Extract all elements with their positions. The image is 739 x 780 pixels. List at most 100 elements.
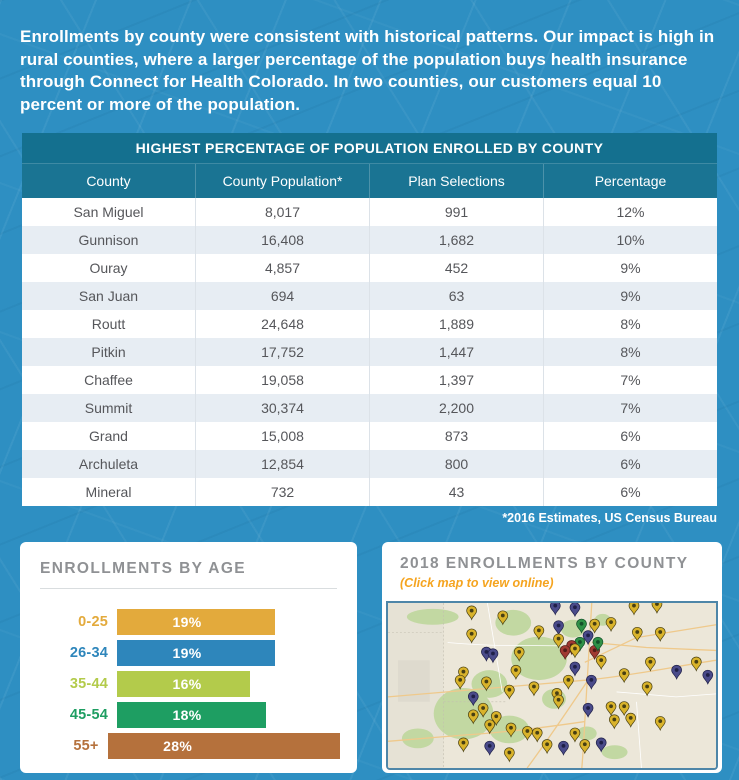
map-pin — [595, 737, 607, 753]
table-cell: Pitkin — [91, 344, 126, 360]
map-pin — [582, 702, 594, 718]
table-row: Mineral 732 43 6% — [22, 478, 717, 506]
age-chart-row: 26-34 19% — [40, 640, 340, 666]
age-bar-track: 18% — [117, 702, 340, 728]
map-pin — [477, 702, 489, 718]
table-cell: 30,374 — [195, 394, 369, 422]
map-pin — [654, 626, 666, 643]
table-cell: 6% — [543, 450, 717, 478]
map-pin — [654, 716, 666, 732]
column-header: County — [86, 173, 131, 189]
table-cell: 10% — [543, 226, 717, 254]
county-table: HIGHEST PERCENTAGE OF POPULATION ENROLLE… — [22, 133, 717, 506]
map-pin — [505, 722, 517, 738]
table-cell: San Miguel — [73, 204, 144, 220]
age-bar: 28% — [107, 733, 340, 759]
map-pin — [671, 664, 682, 680]
table-cell: 6% — [543, 478, 717, 506]
county-table-title: HIGHEST PERCENTAGE OF POPULATION ENROLLE… — [22, 133, 717, 163]
table-cell: 24,648 — [195, 310, 369, 338]
map-pin — [553, 694, 564, 710]
table-cell: 8,017 — [195, 198, 369, 226]
age-bar-value: 28% — [163, 738, 193, 754]
colorado-enrollments-map[interactable] — [386, 601, 718, 770]
column-header: Plan Selections — [369, 164, 543, 198]
age-bar-track: 16% — [117, 671, 340, 697]
map-pin — [645, 656, 656, 672]
map-pin — [490, 711, 502, 727]
age-bar-track: 28% — [107, 733, 340, 759]
table-row: Gunnison 16,408 1,682 10% — [22, 226, 717, 254]
table-cell: 800 — [369, 450, 543, 478]
table-cell: 991 — [369, 198, 543, 226]
county-table-body: San Miguel 8,017 991 12% Gunnison 16,408 1,682… — [22, 198, 717, 506]
map-pin — [702, 669, 714, 685]
map-pin — [569, 727, 581, 743]
age-group-label: 35-44 — [69, 676, 108, 692]
age-group-label: 26-34 — [69, 645, 108, 661]
map-pin — [576, 618, 587, 634]
table-cell: 16,408 — [195, 226, 369, 254]
map-pin — [651, 603, 663, 614]
intro-paragraph: Enrollments by county were consistent wi… — [20, 27, 715, 114]
map-pin — [605, 701, 617, 717]
table-cell: 17,752 — [195, 338, 369, 366]
age-bar-value: 18% — [172, 707, 202, 723]
table-cell: 4,857 — [195, 254, 369, 282]
table-cell: Grand — [89, 428, 128, 444]
map-pin — [467, 691, 479, 707]
column-header: Percentage — [543, 164, 717, 198]
age-group-label: 45-54 — [69, 707, 108, 723]
map-pin — [579, 739, 591, 755]
table-row: San Miguel 8,017 991 12% — [22, 198, 717, 226]
map-pin — [466, 605, 477, 621]
table-cell: 6% — [543, 422, 717, 450]
table-cell: 9% — [543, 254, 717, 282]
table-cell: Routt — [91, 316, 126, 332]
map-pin — [563, 674, 574, 690]
table-cell: Archuleta — [78, 456, 139, 472]
age-card-title: ENROLLMENTS BY AGE — [40, 560, 247, 577]
map-pin — [458, 737, 469, 753]
table-cell: 19,058 — [195, 366, 369, 394]
table-row: Grand 15,008 873 6% — [22, 422, 717, 450]
table-cell: 12,854 — [195, 450, 369, 478]
map-pin — [553, 620, 564, 636]
age-bar-value: 19% — [172, 614, 202, 630]
map-pin — [531, 727, 543, 743]
map-pin — [533, 625, 545, 641]
table-cell: 1,682 — [369, 226, 543, 254]
table-cell: 63 — [369, 282, 543, 310]
age-chart-rows: 0-25 19% 26-34 19% 35-44 16% 45-54 18% 55+ 28% — [40, 609, 340, 759]
table-cell: 732 — [195, 478, 369, 506]
map-pin — [487, 648, 499, 664]
age-bar: 18% — [117, 702, 267, 728]
county-map-svg — [388, 603, 716, 768]
map-pin — [586, 674, 597, 690]
map-pin — [559, 645, 571, 661]
map-pin — [504, 747, 515, 763]
county-table-head: County County Population* Plan Selections P… — [22, 163, 717, 198]
table-footnote: *2016 Estimates, US Census Bureau — [502, 511, 717, 525]
age-chart-row: 0-25 19% — [40, 609, 340, 635]
table-cell: 1,889 — [369, 310, 543, 338]
map-pin — [595, 655, 607, 671]
table-row: San Juan 694 63 9% — [22, 282, 717, 310]
table-row: Routt 24,648 1,889 8% — [22, 310, 717, 338]
table-cell: San Juan — [78, 288, 139, 304]
age-bar-track: 19% — [117, 609, 340, 635]
age-card-divider — [40, 588, 337, 589]
map-pin — [618, 668, 630, 684]
table-cell: 15,008 — [195, 422, 369, 450]
age-chart-row: 35-44 16% — [40, 671, 340, 697]
age-bar: 19% — [117, 609, 275, 635]
map-pin — [467, 709, 479, 725]
map-pin — [454, 674, 466, 690]
age-bar-value: 19% — [172, 645, 202, 661]
enrollments-by-age-card: ENROLLMENTS BY AGE 0-25 19% 26-34 19% 35-44 1… — [20, 542, 357, 773]
age-bar: 16% — [117, 671, 250, 697]
table-row: Archuleta 12,854 800 6% — [22, 450, 717, 478]
table-cell: 2,200 — [369, 394, 543, 422]
map-pin — [569, 661, 581, 677]
age-group-label: 55+ — [73, 738, 99, 754]
